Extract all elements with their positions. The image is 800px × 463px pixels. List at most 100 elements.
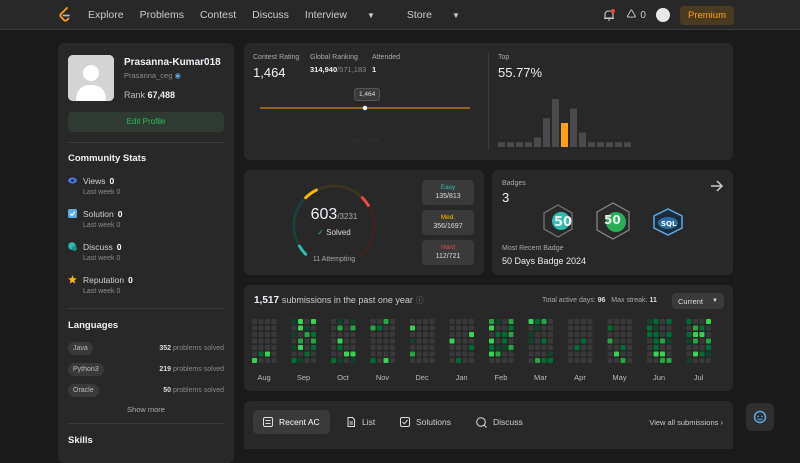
- heatmap-cell: [449, 345, 455, 350]
- histogram-bar[interactable]: [615, 142, 622, 147]
- heatmap-cell: [298, 351, 303, 357]
- heatmap-cell: [686, 358, 692, 363]
- heatmap-cell: [607, 358, 613, 363]
- streak-counter[interactable]: 🛆 0: [626, 7, 646, 24]
- histogram-bar[interactable]: [534, 137, 541, 147]
- heatmap-cell: [449, 332, 455, 337]
- show-more-languages[interactable]: Show more: [127, 405, 165, 414]
- heatmap-month-label: Mar: [534, 373, 547, 382]
- heatmap-cell: [706, 345, 711, 350]
- nav-contest[interactable]: Contest: [199, 9, 237, 21]
- info-icon[interactable]: ⓘ: [415, 296, 424, 305]
- easy-count[interactable]: Easy 135/813: [422, 180, 474, 205]
- heatmap-cell: [469, 319, 474, 324]
- rating-point[interactable]: [362, 105, 368, 111]
- language-row: Python3 219 problems solved: [68, 363, 224, 379]
- heatmap-cell: [568, 351, 573, 357]
- medium-count[interactable]: Med. 356/1697: [422, 210, 474, 235]
- nav-interview[interactable]: Interview ▼: [305, 9, 391, 21]
- arrow-right-icon[interactable]: [710, 180, 724, 192]
- notification-bell-icon[interactable]: [602, 8, 616, 22]
- premium-button[interactable]: Premium: [679, 5, 734, 25]
- view-all-label: View all submissions: [649, 418, 719, 427]
- heatmap-cell: [620, 338, 626, 344]
- tab-solutions[interactable]: Solutions: [390, 410, 461, 434]
- heatmap-cell: [331, 345, 336, 350]
- heatmap-cell: [581, 338, 586, 344]
- heatmap-cell: [265, 358, 270, 363]
- sql-badge-icon[interactable]: SQL: [652, 208, 684, 236]
- nav-discuss[interactable]: Discuss: [252, 9, 289, 21]
- tab-list[interactable]: List: [336, 410, 385, 434]
- top-right-actions: 🛆 0 Premium: [602, 5, 734, 25]
- histogram-bar[interactable]: [597, 142, 604, 147]
- year-select[interactable]: Current ▼: [672, 293, 724, 309]
- heatmap-cell: [660, 345, 665, 350]
- 100-days-badge-icon[interactable]: 50: [594, 202, 632, 240]
- heatmap-cell: [614, 351, 619, 357]
- view-all-submissions-link[interactable]: View all submissions ›: [649, 418, 723, 427]
- profile-handle-text: Prasanna_ceg: [124, 71, 173, 80]
- language-count-suffix: problems solved: [173, 345, 224, 352]
- histogram-bar[interactable]: [498, 142, 505, 147]
- histogram-bar[interactable]: [507, 142, 514, 147]
- heatmap-cell: [390, 319, 395, 324]
- heatmap-cell: [666, 338, 672, 344]
- heatmap-cell: [508, 338, 514, 344]
- heatmap-cell: [337, 351, 343, 357]
- histogram-bar[interactable]: [588, 142, 595, 147]
- heatmap-cell: [456, 319, 461, 324]
- heatmap-cell: [298, 325, 303, 331]
- rating-line-chart[interactable]: [254, 87, 474, 147]
- nav-store[interactable]: Store ▼: [407, 9, 476, 21]
- nav-explore[interactable]: Explore: [88, 9, 124, 21]
- 50-days-badge-icon[interactable]: 50: [542, 204, 574, 238]
- user-avatar[interactable]: [655, 8, 670, 22]
- rating-distribution-histogram[interactable]: [498, 93, 634, 149]
- leetcode-logo-icon[interactable]: [58, 7, 72, 23]
- nav-problems[interactable]: Problems: [139, 9, 184, 21]
- hard-value: 112/721: [435, 253, 461, 260]
- heatmap-cell: [258, 358, 264, 363]
- heatmap-cell: [337, 345, 343, 350]
- heatmap-cell: [581, 325, 586, 331]
- histogram-bar[interactable]: [561, 123, 568, 147]
- submission-heatmap[interactable]: Aug Sep Oct Nov Dec Jan Feb Mar Apr May Jun Jul: [252, 319, 728, 385]
- heatmap-cell: [508, 345, 514, 350]
- chat-icon: [753, 410, 767, 424]
- heatmap-cell: [469, 358, 474, 363]
- histogram-bar[interactable]: [570, 108, 577, 147]
- heatmap-month-label: Nov: [376, 373, 390, 382]
- heatmap-cell: [647, 319, 652, 324]
- histogram-bar[interactable]: [525, 142, 532, 147]
- heatmap-cell: [541, 325, 547, 331]
- histogram-bar[interactable]: [552, 99, 559, 147]
- heatmap-cell: [568, 345, 573, 350]
- heatmap-cell: [666, 332, 672, 337]
- heatmap-cell: [344, 358, 349, 363]
- heatmap-cell: [541, 338, 547, 344]
- histogram-bar[interactable]: [624, 142, 631, 147]
- heatmap-cell: [429, 319, 435, 324]
- solved-progress-ring[interactable]: [286, 180, 382, 270]
- heatmap-cell: [495, 319, 501, 324]
- heatmap-cell: [548, 332, 553, 337]
- hard-count[interactable]: Hard 112/721: [422, 240, 474, 265]
- histogram-bar[interactable]: [579, 132, 586, 147]
- feedback-button[interactable]: [746, 403, 774, 431]
- streak-count: 0: [640, 9, 646, 21]
- histogram-bar[interactable]: [516, 142, 523, 147]
- histogram-bar[interactable]: [543, 118, 550, 147]
- histogram-bar[interactable]: [606, 142, 613, 147]
- tab-discuss[interactable]: Discuss: [466, 410, 533, 434]
- heatmap-cell: [548, 319, 553, 324]
- edit-profile-button[interactable]: Edit Profile: [68, 112, 224, 132]
- heatmap-cell: [258, 345, 264, 350]
- language-row: Java 352 problems solved: [68, 342, 224, 358]
- tab-recent-ac[interactable]: Recent AC: [253, 410, 330, 434]
- global-total: /571,183: [337, 65, 367, 74]
- heatmap-cell: [298, 332, 303, 337]
- heatmap-cell: [502, 358, 507, 363]
- tab-solutions-label: Solutions: [416, 417, 451, 427]
- attended-label: Attended: [372, 54, 401, 61]
